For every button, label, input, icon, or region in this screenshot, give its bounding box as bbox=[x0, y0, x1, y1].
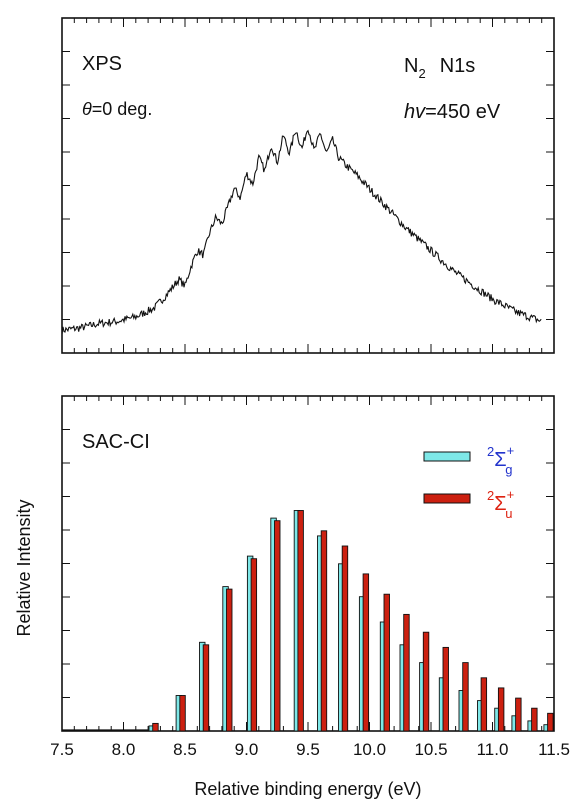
legend-sigma-g-swatch bbox=[423, 451, 471, 462]
bar-sigma-u-14 bbox=[462, 662, 469, 732]
sacci-panel-label: SAC-CI bbox=[82, 431, 150, 453]
bar-sigma-u-16 bbox=[497, 687, 505, 732]
xps-photon-label: hv=450 eV bbox=[404, 101, 501, 123]
x-tick-label-6: 10.5 bbox=[414, 740, 447, 759]
bar-sigma-u-9 bbox=[362, 573, 370, 732]
x-tick-label-3: 9.0 bbox=[235, 740, 259, 759]
x-tick-label-7: 11.0 bbox=[477, 740, 509, 759]
x-tick-labels: 7.5 8.0 8.5 9.0 9.5 10.0 10.5 11.0 11.5 bbox=[50, 740, 570, 759]
photon-text: =450 eV bbox=[425, 101, 501, 123]
bar-sigma-u-4 bbox=[250, 558, 258, 732]
xps-panel: XPS θ=0 deg. N2 N1s hv=450 eV bbox=[61, 17, 555, 354]
xps-panel-label: XPS bbox=[82, 53, 122, 75]
legend-g-sup-left: 2 bbox=[487, 444, 494, 459]
sacci-ticks bbox=[61, 395, 555, 732]
x-tick-label-4: 9.5 bbox=[296, 740, 320, 759]
x-tick-label-2: 8.5 bbox=[173, 740, 197, 759]
xps-ticks bbox=[61, 17, 555, 354]
y-axis-label: Relative Intensity bbox=[14, 499, 34, 636]
x-tick-label-8: 11.5 bbox=[538, 740, 570, 759]
legend-u-sup-right: + bbox=[507, 487, 515, 502]
legend-u-main: Σ bbox=[494, 493, 506, 515]
bar-sigma-u-13 bbox=[442, 646, 449, 732]
bar-sigma-u-5 bbox=[274, 520, 281, 732]
legend-sigma-g-label: 2Σ+ g bbox=[487, 443, 514, 477]
bar-sigma-u-2 bbox=[202, 644, 210, 732]
x-tick-label-5: 10.0 bbox=[353, 740, 386, 759]
sacci-bars bbox=[148, 510, 554, 732]
legend-g-sub: g bbox=[505, 462, 512, 477]
molecule-symbol: N bbox=[404, 55, 418, 77]
bar-sigma-u-0 bbox=[152, 722, 159, 732]
bar-sigma-u-18 bbox=[531, 707, 538, 732]
bar-sigma-u-3 bbox=[226, 588, 233, 732]
orbital-label: N1s bbox=[440, 55, 476, 77]
bar-sigma-u-17 bbox=[515, 697, 522, 732]
angle-text: =0 deg. bbox=[92, 99, 153, 119]
bar-sigma-u-11 bbox=[403, 613, 410, 732]
legend-g-main: Σ bbox=[494, 449, 506, 471]
molecule-subscript: 2 bbox=[418, 66, 425, 81]
bar-sigma-u-6 bbox=[297, 510, 304, 732]
legend: 2Σ+ g 2Σ+ u bbox=[423, 443, 514, 521]
legend-sigma-u-swatch bbox=[423, 493, 471, 504]
legend-u-sub: u bbox=[505, 506, 512, 521]
bar-sigma-u-15 bbox=[480, 677, 488, 732]
bar-sigma-u-7 bbox=[320, 530, 328, 732]
bar-sigma-u-10 bbox=[383, 593, 390, 732]
x-tick-label-0: 7.5 bbox=[50, 740, 74, 759]
sacci-panel: 7.5 8.0 8.5 9.0 9.5 10.0 10.5 11.0 11.5 SAC-CI 2… bbox=[14, 395, 570, 799]
bar-sigma-u-12 bbox=[422, 631, 430, 732]
x-axis-label: Relative binding energy (eV) bbox=[194, 779, 421, 799]
legend-g-sup-right: + bbox=[507, 443, 515, 458]
bar-sigma-u-1 bbox=[179, 695, 186, 732]
xps-frame bbox=[61, 17, 555, 354]
bar-sigma-u-19 bbox=[547, 712, 554, 732]
photon-symbol: hv bbox=[404, 101, 426, 123]
x-tick-label-1: 8.0 bbox=[112, 740, 136, 759]
bar-sigma-u-8 bbox=[341, 545, 349, 732]
xps-spectrum-line bbox=[61, 129, 542, 335]
legend-sigma-u-label: 2Σ+ u bbox=[487, 487, 514, 521]
xps-molecule-label: N2 N1s bbox=[404, 55, 475, 81]
xps-angle-label: θ=0 deg. bbox=[82, 99, 152, 119]
legend-u-sup-left: 2 bbox=[487, 488, 494, 503]
theta-symbol: θ bbox=[82, 99, 92, 119]
